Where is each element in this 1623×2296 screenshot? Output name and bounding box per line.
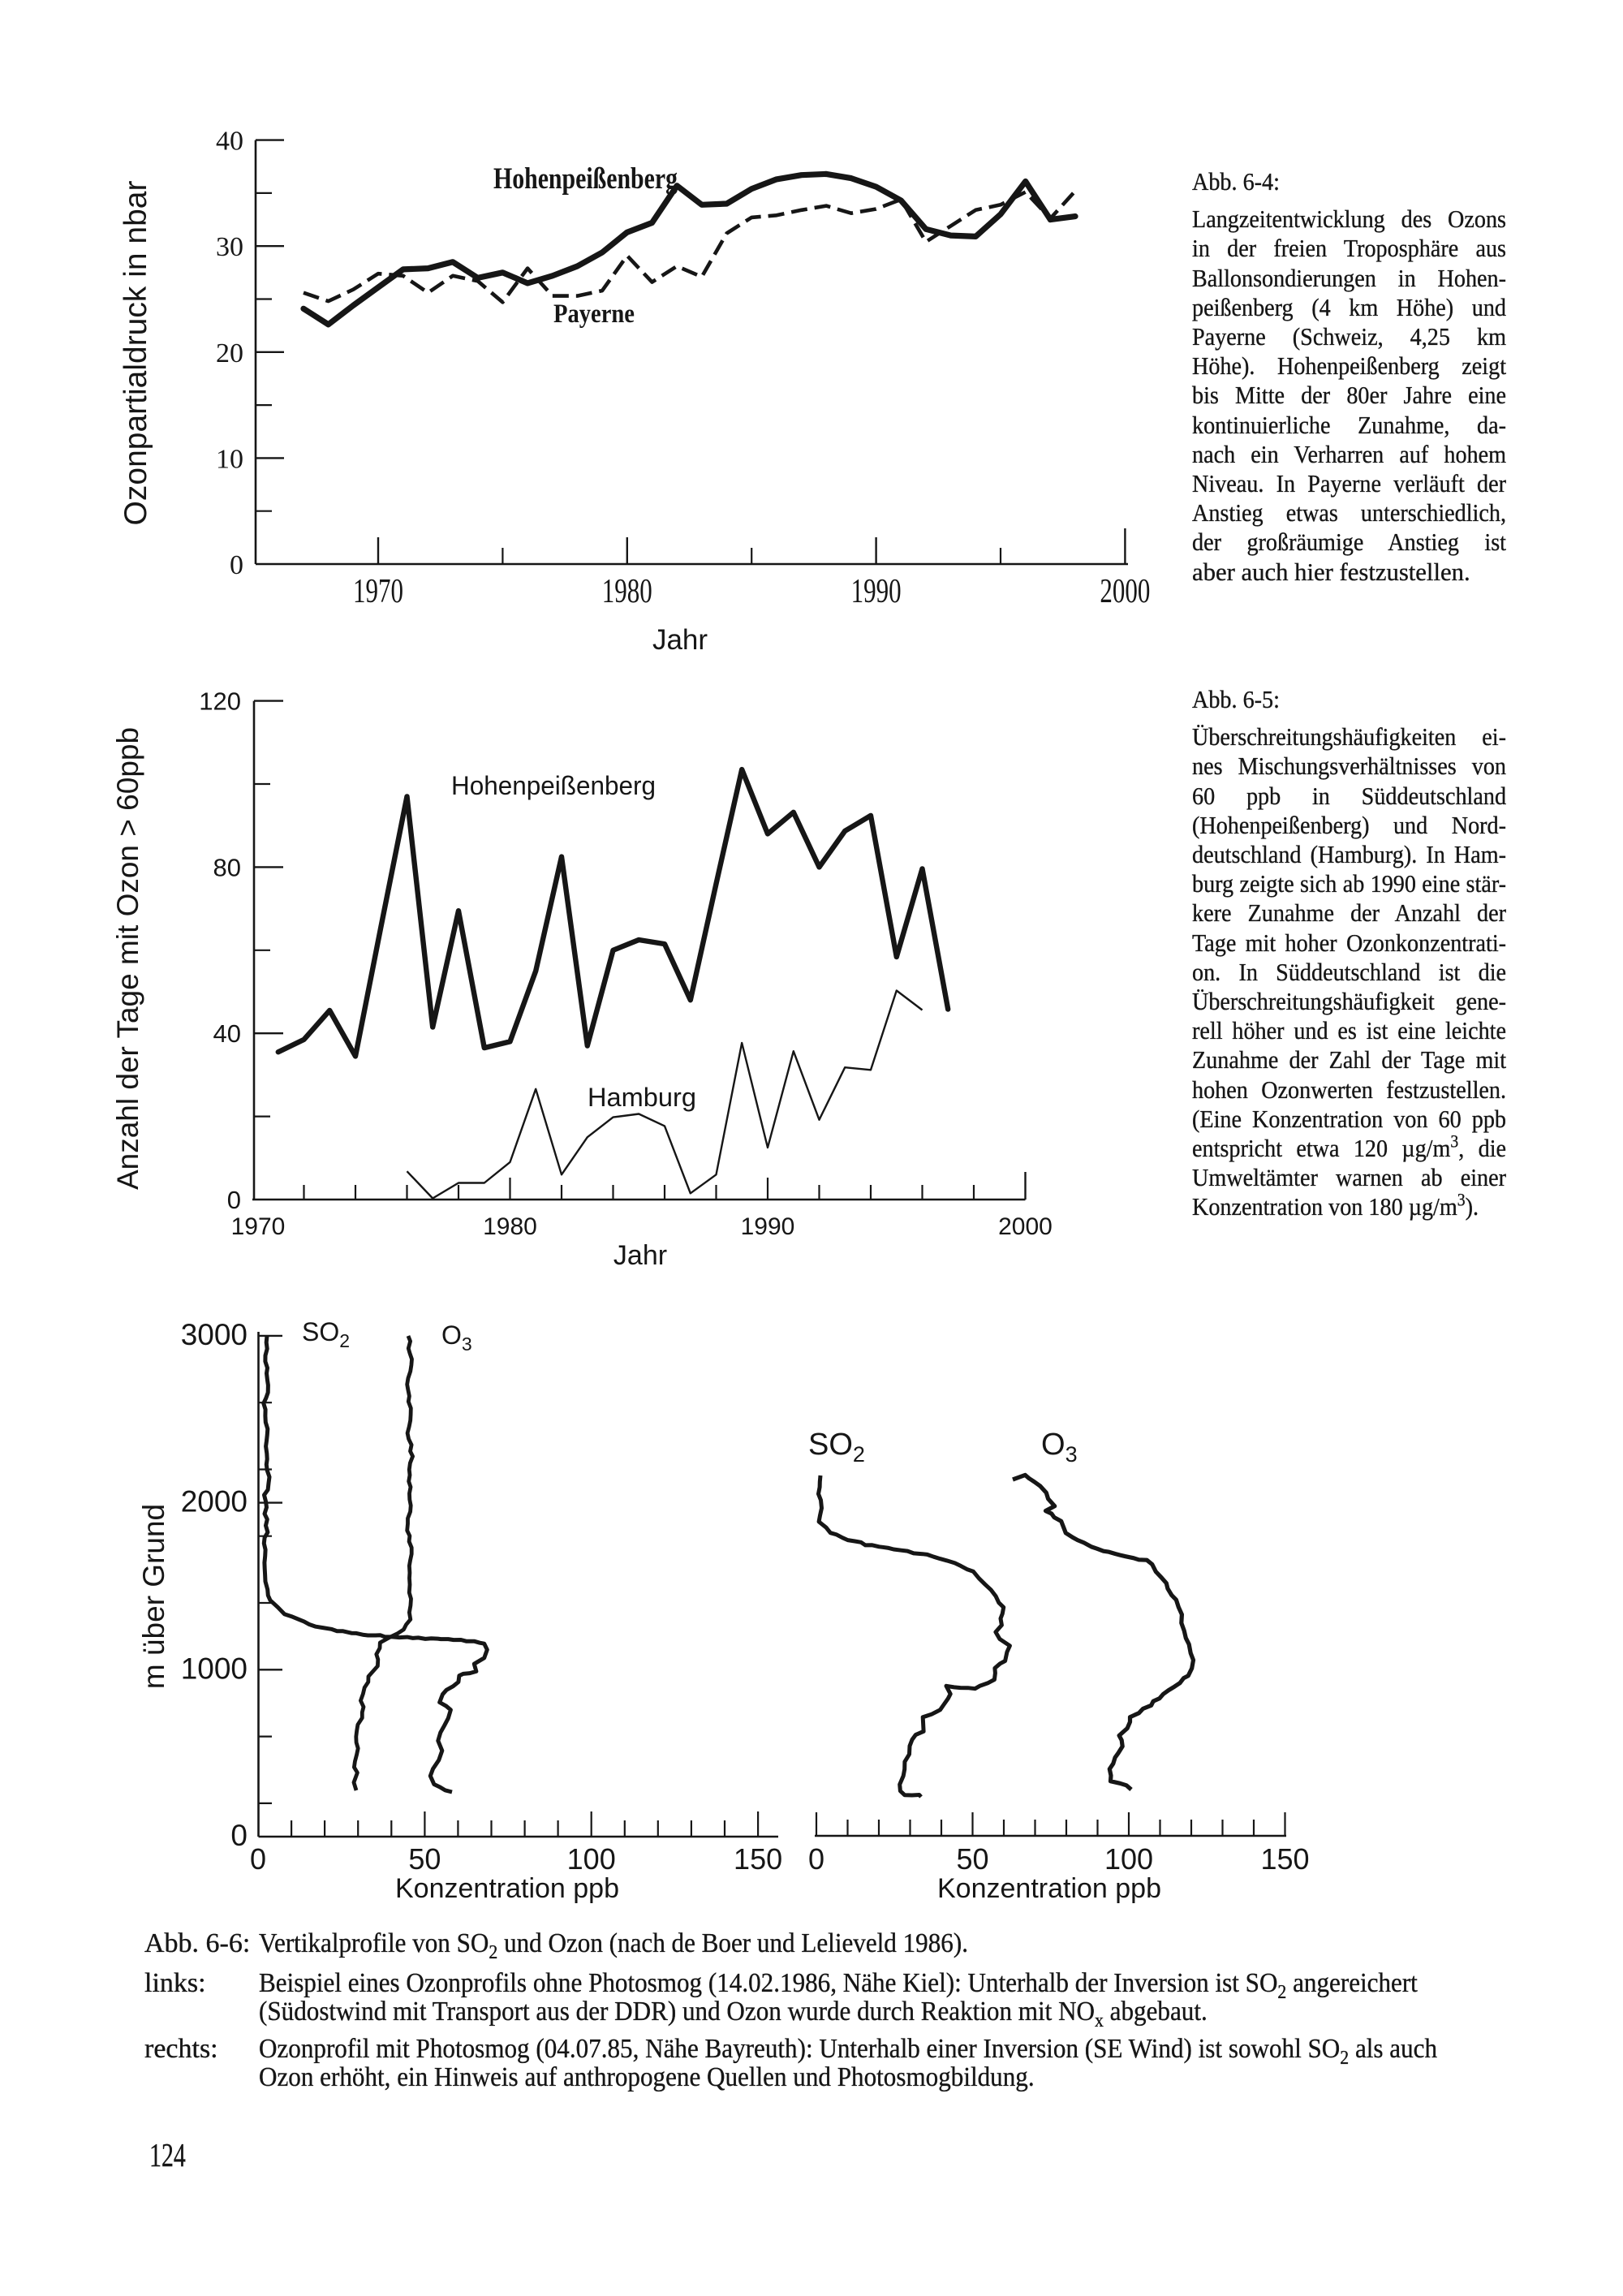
svg-text:100: 100: [1104, 1842, 1153, 1876]
svg-text:Hohenpeißenberg: Hohenpeißenberg: [493, 162, 678, 196]
svg-text:O3: O3: [441, 1320, 472, 1355]
svg-text:150: 150: [1260, 1842, 1309, 1876]
svg-text:Hamburg: Hamburg: [588, 1083, 696, 1112]
svg-text:1000: 1000: [181, 1652, 248, 1685]
svg-text:Hohenpeißenberg: Hohenpeißenberg: [451, 771, 656, 800]
svg-text:80: 80: [213, 853, 241, 881]
svg-text:Jahr: Jahr: [652, 624, 708, 656]
svg-text:50: 50: [956, 1842, 988, 1876]
svg-text:2000: 2000: [998, 1213, 1053, 1240]
svg-text:SO2: SO2: [808, 1428, 865, 1467]
svg-text:2000: 2000: [181, 1485, 248, 1518]
svg-text:1970: 1970: [353, 573, 403, 610]
svg-text:1970: 1970: [231, 1213, 286, 1240]
svg-text:100: 100: [567, 1842, 616, 1876]
svg-text:40: 40: [216, 127, 243, 157]
svg-text:2000: 2000: [1100, 573, 1150, 610]
svg-text:1990: 1990: [741, 1213, 795, 1240]
svg-text:0: 0: [808, 1842, 824, 1876]
svg-text:150: 150: [734, 1842, 782, 1876]
svg-text:20: 20: [216, 338, 243, 368]
svg-text:m über Grund: m über Grund: [137, 1504, 170, 1689]
svg-text:Konzentration ppb: Konzentration ppb: [395, 1873, 619, 1904]
svg-text:1990: 1990: [851, 573, 902, 610]
svg-text:40: 40: [213, 1019, 241, 1048]
svg-text:1980: 1980: [483, 1213, 537, 1240]
svg-text:0: 0: [230, 550, 243, 580]
svg-text:50: 50: [408, 1842, 441, 1876]
svg-text:1980: 1980: [602, 573, 652, 610]
svg-text:SO2: SO2: [302, 1317, 350, 1351]
svg-text:Payerne: Payerne: [553, 299, 635, 329]
svg-text:O3: O3: [1041, 1428, 1078, 1467]
svg-text:0: 0: [230, 1819, 248, 1852]
svg-text:Anzahl der Tage mit Ozon > 60p: Anzahl der Tage mit Ozon > 60ppb: [111, 727, 144, 1190]
svg-text:30: 30: [216, 232, 243, 262]
svg-text:Ozonpartialdruck in nbar: Ozonpartialdruck in nbar: [118, 181, 153, 526]
svg-text:0: 0: [250, 1842, 266, 1876]
svg-text:Konzentration ppb: Konzentration ppb: [937, 1873, 1161, 1904]
svg-text:3000: 3000: [181, 1318, 248, 1351]
svg-text:120: 120: [199, 687, 241, 716]
svg-text:0: 0: [227, 1186, 241, 1214]
svg-text:Jahr: Jahr: [613, 1240, 667, 1271]
svg-text:10: 10: [216, 444, 243, 474]
